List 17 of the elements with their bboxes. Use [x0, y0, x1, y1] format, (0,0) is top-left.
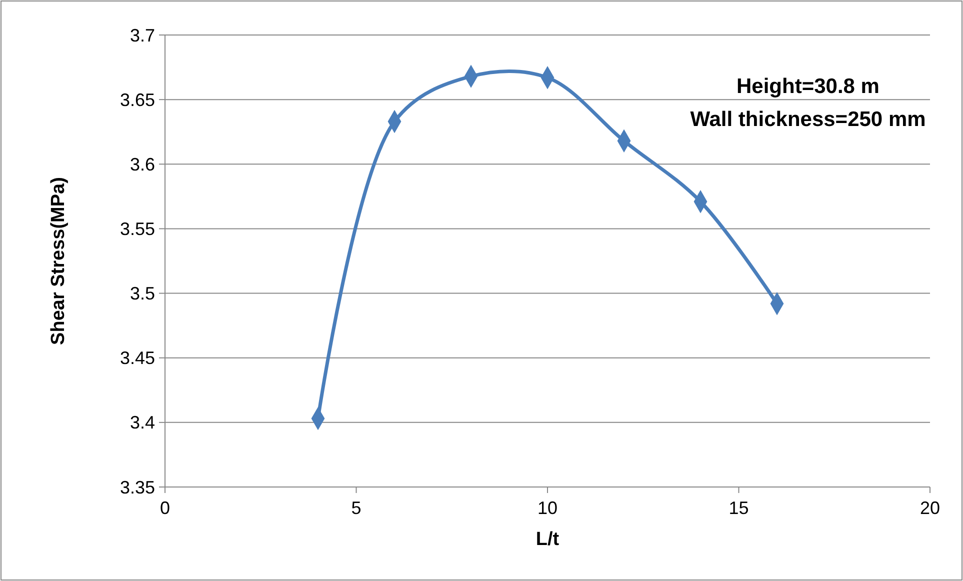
- y-tick-label: 3.55: [120, 219, 155, 240]
- x-axis-title: L/t: [536, 529, 560, 550]
- x-tick-label: 20: [920, 498, 940, 518]
- y-tick-label: 3.45: [120, 348, 155, 368]
- y-tick-label: 3.6: [130, 154, 155, 174]
- x-tick-label: 10: [537, 498, 558, 518]
- y-tick-label: 3.35: [120, 477, 155, 498]
- y-tick-label: 3.65: [120, 90, 155, 110]
- annotation: Height=30.8 m: [736, 75, 880, 98]
- y-tick-label: 3.4: [130, 412, 155, 433]
- y-tick-label: 3.7: [130, 25, 155, 46]
- y-axis-title: Shear Stress(MPa): [48, 177, 69, 345]
- annotation: Wall thickness=250 mm: [690, 108, 926, 131]
- y-tick-label: 3.5: [130, 284, 155, 304]
- x-tick-label: 0: [160, 498, 170, 518]
- x-tick-label: 5: [351, 498, 362, 518]
- x-tick-label: 15: [728, 498, 749, 518]
